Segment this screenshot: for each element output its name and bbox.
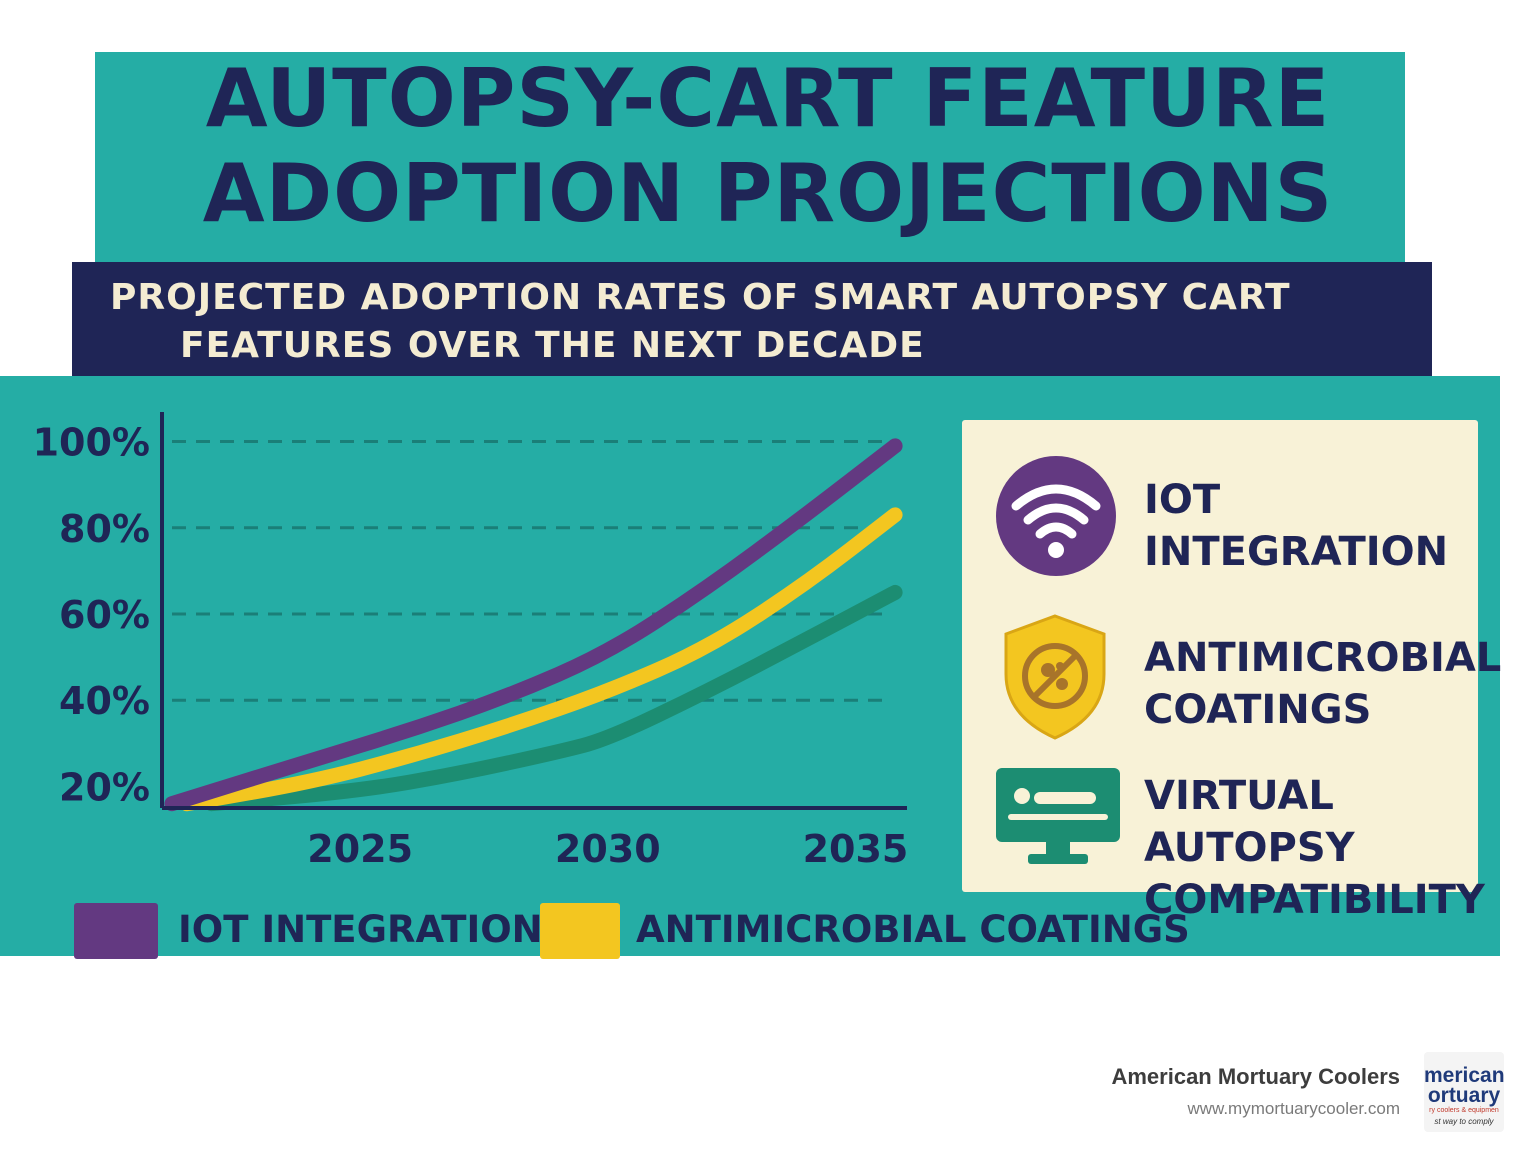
bottom-legend-antimicrobial: ANTIMICROBIAL COATINGS [540,900,1190,960]
legend-item-antimicrobial: ANTIMICROBIAL COATINGS [962,608,1502,748]
series-line-third [204,584,903,812]
y-tick-label: 40% [59,679,150,723]
x-tick-label: 2030 [555,827,661,871]
series-line-antimicrobial [179,507,903,812]
y-tick-label: 20% [59,765,150,809]
wifi-icon [994,454,1118,582]
legend-swatch-purple [74,903,158,959]
y-tick-label: 60% [59,593,150,637]
footer-company-name: American Mortuary Coolers [1111,1064,1400,1089]
x-tick-labels: 2025 2030 2035 [307,827,908,871]
page-title-line-1: AUTOPSY-CART FEATURE [205,52,1331,145]
legend-label: IOT INTEGRATION [178,908,543,951]
legend-item-virtual: VIRTUAL AUTOPSY COMPATIBILITY [962,762,1485,923]
y-tick-label: 80% [59,507,150,551]
feature-legend-card: IOT INTEGRATION ANTIMICROBIAL COATINGS [962,420,1502,923]
y-tick-label: 100% [33,421,150,465]
subtitle-line-2: FEATURES OVER THE NEXT DECADE [180,325,925,366]
y-tick-labels: 100% 80% 60% 40% 20% [33,421,150,810]
legend-label-iot: IOT INTEGRATION [1144,477,1449,575]
subtitle-line-1: PROJECTED ADOPTION RATES OF SMART AUTOPS… [110,277,1291,318]
legend-label: ANTIMICROBIAL COATINGS [636,908,1190,951]
x-tick-label: 2035 [803,827,909,871]
x-tick-label: 2025 [307,827,413,871]
axes [160,412,907,810]
footer-url[interactable]: www.mymortuarycooler.com [1187,1099,1400,1118]
series-lines [164,438,903,812]
legend-label-virtual: VIRTUAL AUTOPSY COMPATIBILITY [1144,773,1485,923]
title-band [95,52,1405,262]
bottom-legend-iot: IOT INTEGRATION [74,900,543,960]
legend-label-antimicrobial: ANTIMICROBIAL COATINGS [1144,635,1502,733]
legend-item-iot: IOT INTEGRATION [962,448,1478,588]
legend-swatch-yellow [540,903,620,959]
monitor-scan-icon [994,766,1122,872]
page-title-line-2: ADOPTION PROJECTIONS [202,147,1334,240]
subtitle-bar [72,262,1432,376]
line-chart: 100% 80% 60% 40% 20% 2025 2030 2035 [33,412,908,871]
antimicrobial-shield-icon [1000,612,1110,746]
series-line-iot [164,438,903,812]
company-logo: merican ortuary ry coolers & equipmen st… [1424,1052,1504,1132]
